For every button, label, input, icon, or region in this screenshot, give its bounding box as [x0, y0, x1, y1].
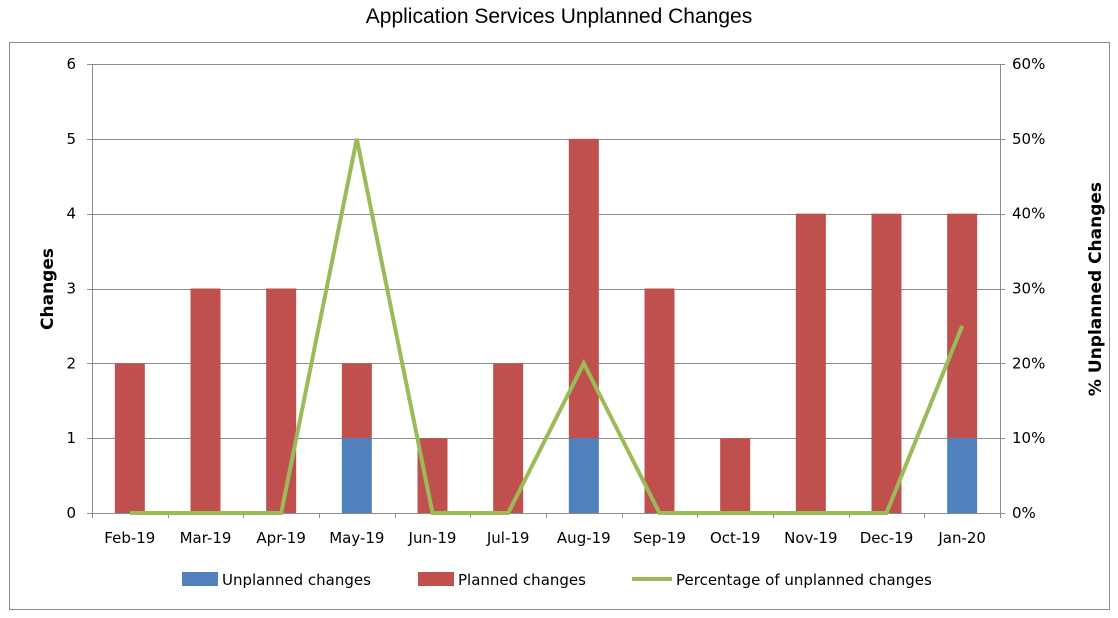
planned-changes-bar-sep-19: [644, 288, 675, 513]
legend-swatch-unplanned-changes: [182, 572, 218, 586]
x-tick-label: Dec-19: [860, 529, 914, 547]
chart-title: Application Services Unplanned Changes: [365, 5, 753, 28]
planned-changes-bar-jul-19: [493, 363, 524, 513]
chart-border: [9, 42, 1110, 610]
y-tick-label: 1: [66, 429, 76, 447]
bars: [114, 138, 978, 513]
x-tick-label: Oct-19: [710, 529, 760, 547]
x-tick-label: Jun-19: [408, 529, 457, 547]
planned-changes-bar-apr-19: [266, 288, 297, 513]
planned-changes-bar-nov-19: [795, 213, 826, 513]
y2-tick-label: 20%: [1012, 354, 1045, 372]
x-tick-label: Jan-20: [937, 529, 986, 547]
legend-label-percentage-of-unplanned-changes: Percentage of unplanned changes: [676, 571, 932, 589]
x-tick-label: Sep-19: [633, 529, 686, 547]
y-tick-label: 3: [66, 280, 76, 298]
planned-changes-bar-jun-19: [417, 438, 448, 513]
x-tick-label: Feb-19: [104, 529, 155, 547]
planned-changes-bar-oct-19: [720, 438, 751, 513]
y2-axis-title: % Unplanned Changes: [1086, 182, 1106, 396]
unplanned-changes-bar-aug-19: [568, 438, 599, 513]
y2-tick-label: 60%: [1012, 55, 1045, 73]
legend-swatch-planned-changes: [418, 572, 454, 586]
x-tick-label: Nov-19: [784, 529, 837, 547]
y-tick-label: 5: [66, 130, 76, 148]
planned-changes-bar-dec-19: [871, 213, 902, 513]
y-tick-label: 0: [66, 504, 76, 522]
y-axis-title: Changes: [38, 248, 58, 330]
planned-changes-bar-aug-19: [568, 138, 599, 439]
x-tick-label: Apr-19: [256, 529, 306, 547]
unplanned-changes-bar-may-19: [341, 438, 372, 513]
y2-tick-label: 10%: [1012, 429, 1045, 447]
legend-label-unplanned-changes: Unplanned changes: [222, 571, 371, 589]
y2-tick-label: 0%: [1012, 504, 1036, 522]
axes: [87, 64, 1005, 518]
percentage-of-unplanned-changes-line: [129, 138, 965, 515]
planned-changes-bar-mar-19: [190, 288, 221, 513]
legend-label-planned-changes: Planned changes: [458, 571, 586, 589]
planned-changes-bar-may-19: [341, 363, 372, 439]
planned-changes-bar-feb-19: [114, 363, 145, 513]
gridlines: [92, 64, 1000, 439]
y-tick-label: 6: [66, 55, 76, 73]
y-tick-label: 2: [66, 354, 76, 372]
y2-tick-label: 40%: [1012, 205, 1045, 223]
x-tick-label: Aug-19: [557, 529, 611, 547]
x-tick-label: Jul-19: [486, 529, 530, 547]
y2-tick-label: 50%: [1012, 130, 1045, 148]
unplanned-changes-bar-jan-20: [947, 438, 978, 513]
y-tick-label: 4: [66, 205, 76, 223]
x-tick-label: May-19: [329, 529, 384, 547]
legend: Unplanned changes Planned changes Percenta…: [182, 571, 932, 589]
percentage-line: [129, 138, 965, 515]
x-tick-label: Mar-19: [180, 529, 232, 547]
y2-tick-label: 30%: [1012, 280, 1045, 298]
